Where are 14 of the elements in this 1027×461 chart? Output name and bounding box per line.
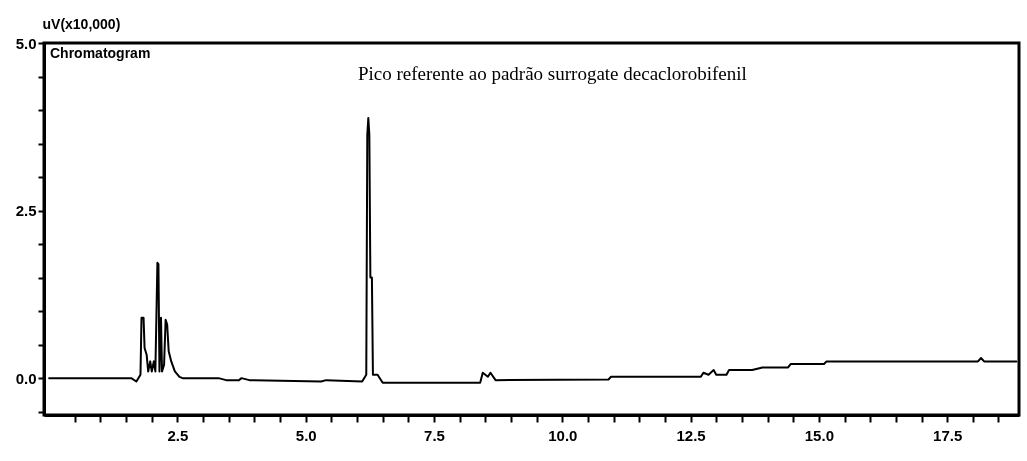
line-series: [48, 117, 1018, 384]
y-tick-label: 5.0: [15, 34, 37, 52]
y-axis-title: uV(x10,000): [42, 15, 121, 32]
annotation: Pico referente ao padrão surrogate decaclorobifenil: [357, 63, 747, 84]
x-tick-label: 12.5: [676, 426, 706, 444]
x-tick-label: 17.5: [933, 426, 963, 444]
y-tick-label: 2.5: [15, 202, 37, 220]
x-tick-label: 2.5: [167, 426, 189, 444]
y-tick-label: 0.0: [15, 369, 37, 387]
chart-title: Chromatogram: [50, 45, 151, 61]
x-tick-label: 10.0: [548, 426, 578, 444]
x-tick-label: 7.5: [424, 426, 445, 444]
x-tick-label: 5.0: [295, 426, 317, 444]
x-tick-label: 15.0: [804, 426, 834, 444]
